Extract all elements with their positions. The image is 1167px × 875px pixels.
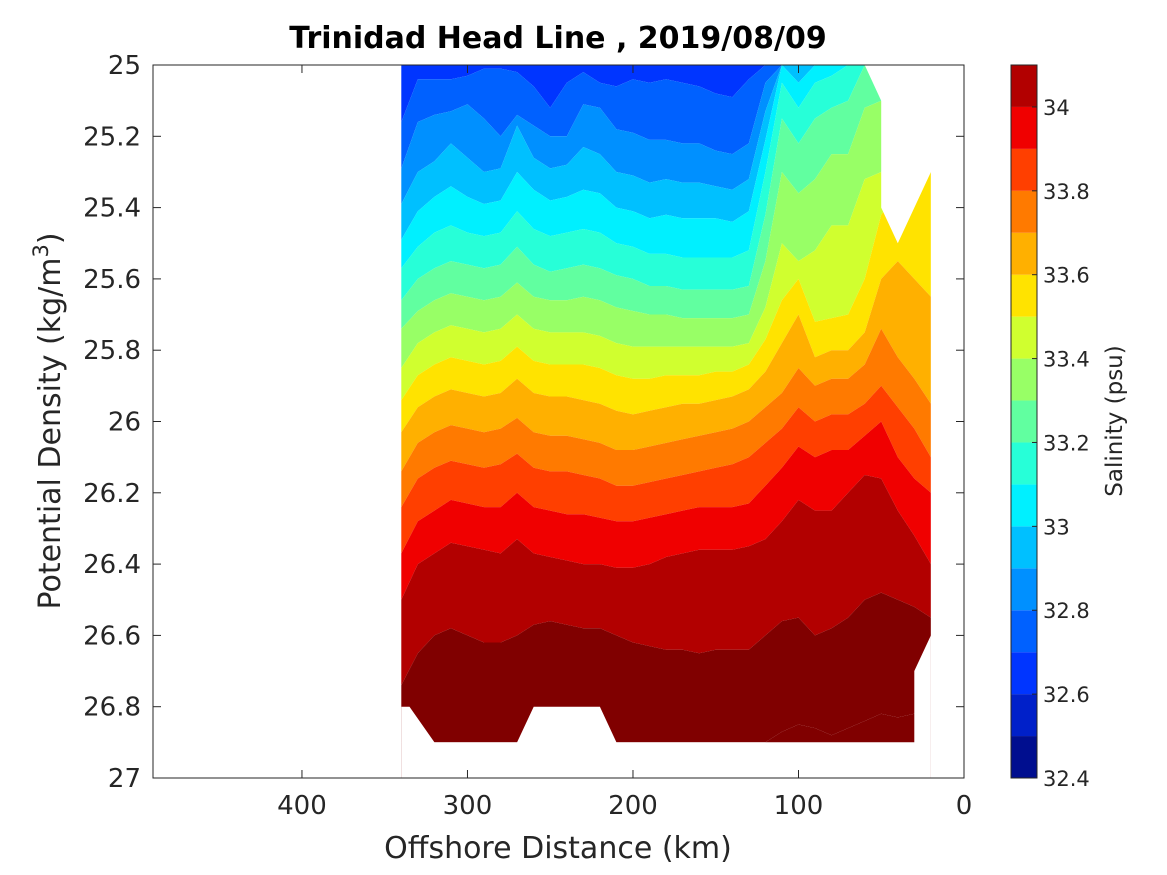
x-axis-label: Offshore Distance (km) [384, 831, 732, 866]
colorbar-swatch [1011, 148, 1037, 191]
contour-band [401, 328, 931, 508]
colorbar-swatch [1011, 526, 1037, 569]
mask-top-right [401, 65, 964, 244]
x-tick-label: 0 [956, 791, 973, 821]
colorbar-swatch [1011, 106, 1037, 149]
x-tick-label: 100 [774, 791, 824, 821]
y-tick-label: 26.2 [83, 479, 141, 509]
colorbar-tick-label: 33.8 [1043, 180, 1090, 204]
contour-band [401, 65, 931, 301]
y-axis-label-main: Potential Density (kg/m [33, 258, 68, 610]
colorbar-tick-label: 33.4 [1043, 348, 1090, 372]
y-tick-label: 25.6 [83, 265, 141, 295]
colorbar-swatch [1011, 65, 1037, 107]
chart-title: Trinidad Head Line , 2019/08/09 [289, 21, 826, 56]
colorbar-tick-label: 34 [1043, 96, 1070, 120]
y-axis-label-end: ) [33, 232, 68, 244]
y-tick-label: 26.8 [83, 693, 141, 723]
y-axis-label-superscript: 3 [29, 244, 53, 257]
colorbar-swatch [1011, 694, 1037, 737]
colorbar-tick-label: 33.6 [1043, 264, 1090, 288]
contour-band [401, 65, 931, 269]
y-tick-label: 26.4 [83, 550, 141, 580]
y-tick-label: 27 [108, 764, 141, 794]
contour-band [401, 65, 931, 368]
colorbar-tick-label: 32.8 [1043, 599, 1090, 623]
y-tick-label: 25.8 [83, 336, 141, 366]
contour-band [401, 172, 931, 433]
colorbar-swatch [1011, 358, 1037, 401]
colorbar-label: Salinity (psu) [1102, 345, 1128, 497]
y-axis: 25 25.2 25.4 25.6 25.8 26 26.2 26.4 26.6 26.8 27 [83, 51, 964, 794]
colorbar-tick-label: 33.2 [1043, 431, 1090, 455]
colorbar-tick-label: 33 [1043, 515, 1070, 539]
contour-band [401, 261, 931, 472]
colorbar-swatch [1011, 274, 1037, 317]
colorbar-swatch [1011, 652, 1037, 695]
contour-band [401, 100, 931, 401]
y-tick-label: 25 [108, 51, 141, 81]
y-tick-label: 26 [108, 408, 141, 438]
colorbar-swatch [1011, 316, 1037, 359]
contour-band [401, 475, 931, 686]
x-tick-label: 400 [277, 791, 327, 821]
colorbar-swatch [1011, 610, 1037, 653]
colorbar-swatch [1011, 484, 1037, 527]
x-tick-label: 200 [608, 791, 658, 821]
contour-band [401, 592, 931, 743]
colorbar-swatch [1011, 736, 1037, 778]
colorbar-tick-label: 32.6 [1043, 683, 1090, 707]
contour-band [401, 421, 931, 600]
colorbar-frame [1010, 64, 1038, 779]
contour-band [401, 385, 931, 554]
colorbar: 32.4 32.6 32.8 33 33.2 33.4 33.6 33.8 34 [1011, 65, 1090, 791]
colorbar-swatch [1011, 190, 1037, 233]
contour-fills [401, 65, 931, 778]
y-axis-label: Potential Density (kg/m3) [29, 232, 68, 609]
mask-bottom [401, 635, 931, 778]
y-tick-label: 25.2 [83, 122, 141, 152]
y-tick-label: 26.6 [83, 621, 141, 651]
x-tick-label: 300 [443, 791, 493, 821]
colorbar-swatch [1011, 400, 1037, 443]
contour-band [401, 65, 931, 204]
colorbar-swatch [1011, 232, 1037, 275]
contour-band [401, 65, 931, 169]
colorbar-swatch [1011, 568, 1037, 611]
contour-band [401, 65, 931, 240]
colorbar-tick-label: 32.4 [1043, 767, 1090, 791]
x-axis: 400 300 200 100 0 [277, 65, 972, 821]
colorbar-swatch [1011, 442, 1037, 485]
y-tick-label: 25.4 [83, 194, 141, 224]
contour-band [401, 65, 931, 122]
